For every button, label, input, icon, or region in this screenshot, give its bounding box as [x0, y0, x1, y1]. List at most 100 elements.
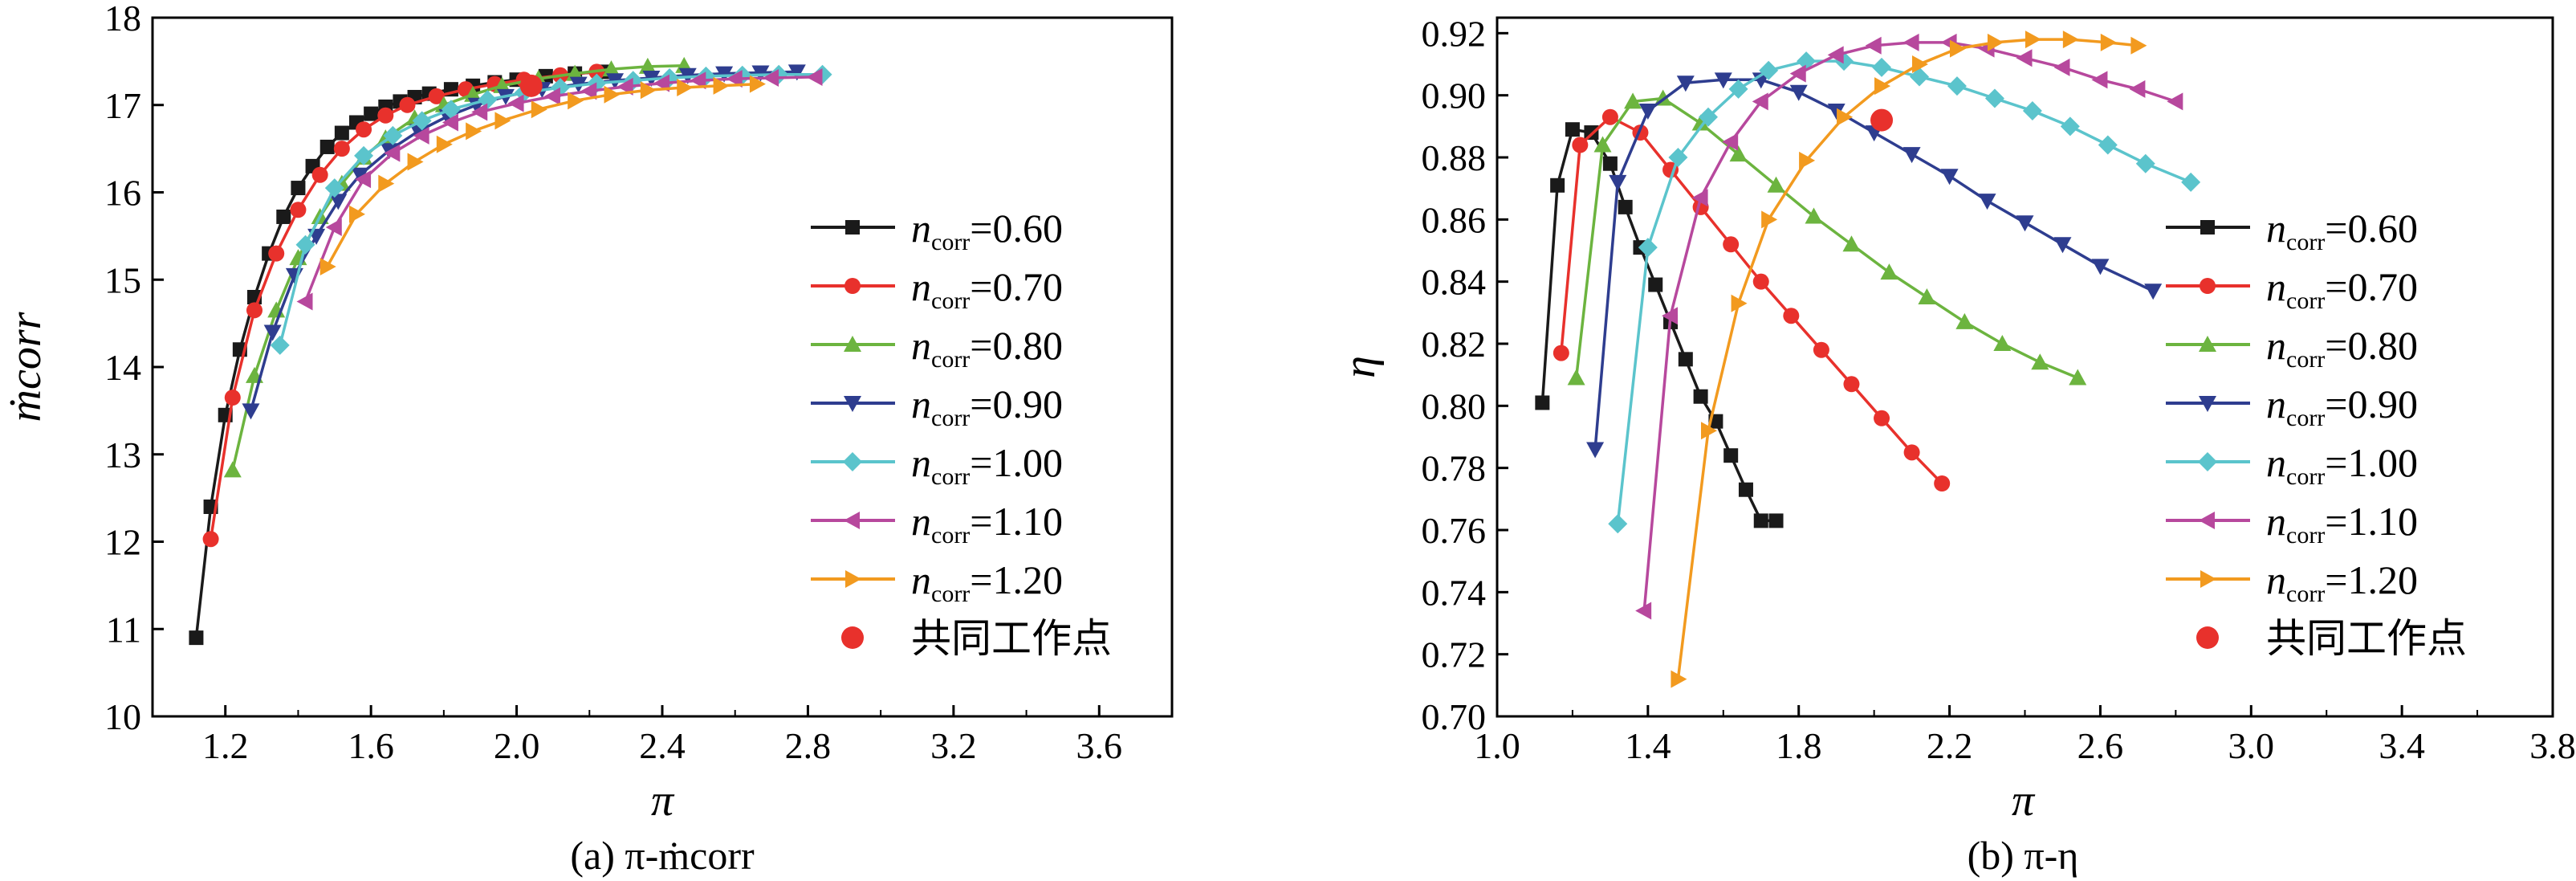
panel-b-legend-item: ncorr=0.90 — [2166, 381, 2418, 431]
panel-b-data-point — [1767, 176, 1785, 193]
panel-b-data-point — [1565, 122, 1580, 137]
panel-a-x-tick-label: 2.4 — [639, 725, 686, 766]
panel-b-data-point — [1624, 92, 1642, 109]
panel-a-series-3 — [242, 64, 806, 420]
panel-b-data-point — [2022, 101, 2042, 120]
panel-a-data-point — [543, 87, 560, 105]
panel-a-data-point — [296, 292, 313, 311]
panel-b-data-point — [1940, 169, 1959, 186]
panel-a-data-point — [354, 145, 374, 165]
panel-a-legend-label: ncorr=0.70 — [911, 264, 1063, 314]
panel-b-series-line — [1642, 41, 2176, 611]
panel-a-series-line — [249, 70, 797, 411]
panel-b-data-point — [1934, 475, 1951, 491]
panel-b-legend-label: ncorr=0.90 — [2266, 381, 2418, 431]
panel-b-data-point — [1978, 194, 1996, 210]
panel-a-y-tick-label: 15 — [104, 259, 141, 300]
panel-a-data-point — [355, 170, 372, 189]
panel-b-data-point — [1729, 145, 1748, 162]
panel-b-y-tick-label: 0.82 — [1422, 324, 1487, 365]
panel-b-data-point — [1723, 448, 1739, 463]
panel-b-data-point — [1789, 84, 1808, 101]
panel-a-data-point — [441, 100, 461, 120]
panel-a-y-tick-label: 13 — [104, 434, 141, 475]
panel-b-y-tick-label: 0.80 — [1422, 385, 1487, 426]
panel-b-y-tick-label: 0.88 — [1422, 137, 1487, 178]
panel-a-x-tick-label: 3.6 — [1076, 725, 1123, 766]
panel-a-data-point — [290, 202, 307, 218]
panel-b-data-point — [1987, 33, 2004, 51]
panel-a-data-point — [333, 141, 350, 157]
panel-b-legend-item: 共同工作点 — [2196, 615, 2467, 662]
panel-b-series-line — [1676, 38, 2139, 679]
panel-a-series-7 — [519, 74, 543, 97]
panel-b-data-point — [2062, 31, 2079, 49]
panel-b-data-point — [1601, 108, 1618, 125]
panel-a-data-point — [604, 85, 621, 104]
panel-b-data-point — [2016, 215, 2034, 232]
panel-a-data-point — [436, 135, 453, 153]
panel-a-data-point — [471, 103, 488, 121]
panel-a-data-point — [364, 106, 379, 121]
panel-b-series-2 — [1567, 89, 2087, 385]
panel-b-data-point — [1602, 156, 1618, 171]
panel-b-data-point — [1902, 33, 1919, 51]
panel-b-caption: (b) π-η — [1968, 833, 2079, 878]
panel-b-data-point — [2053, 58, 2070, 76]
panel-b-data-point — [1638, 238, 1658, 258]
panel-b-data-point — [2167, 92, 2183, 111]
panel-a-data-point — [713, 76, 730, 95]
panel-b-legend-item: ncorr=1.20 — [2166, 557, 2418, 607]
panel-a-data-point — [413, 126, 429, 145]
panel-b-data-point — [1837, 108, 1854, 126]
panel-a-data-point — [351, 167, 369, 184]
panel-a-data-point — [568, 92, 584, 110]
panel-b-data-point — [1955, 312, 1974, 329]
panel-a-data-point — [378, 174, 395, 193]
panel-a-y-tick-label: 18 — [104, 0, 141, 39]
panel-a-legend-marker — [843, 452, 862, 471]
panel-a-legend-marker — [841, 626, 864, 649]
panel-a-data-point — [428, 88, 445, 104]
panel-b-data-point — [1870, 108, 1894, 132]
panel-b-x-tick-label: 2.6 — [2077, 725, 2124, 766]
panel-b-data-point — [1768, 513, 1784, 528]
panel-b-legend-label: ncorr=1.10 — [2266, 499, 2418, 549]
panel-a-data-point — [806, 67, 823, 86]
panel-a-data-point — [276, 209, 291, 224]
panel-b-data-point — [1550, 177, 1565, 193]
panel-b-data-point — [1691, 189, 1708, 207]
panel-a-data-point — [407, 153, 424, 171]
panel-a-legend-item: ncorr=1.10 — [811, 499, 1063, 549]
panel-a-data-point — [464, 85, 482, 102]
panel-a-data-point — [383, 125, 403, 145]
panel-b-series-line — [1560, 115, 1943, 485]
panel-b-x-tick-label: 2.2 — [1927, 725, 1973, 766]
panel-b-data-point — [1842, 235, 1861, 252]
panel-b: 1.0 1.4 1.8 2.2 2.6 3.0 3.4 3.8 0.700.720.740.7… — [1335, 13, 2576, 878]
panel-a-data-point — [494, 112, 511, 130]
panel-b-data-point — [1553, 345, 1569, 361]
panel-b-series-6 — [1671, 31, 2147, 688]
panel-a-data-point — [377, 107, 394, 124]
panel-a-legend-item: 共同工作点 — [841, 615, 1112, 662]
panel-b-legend-marker — [2200, 278, 2216, 294]
panel-b-data-point — [1783, 308, 1800, 324]
panel-a-data-point — [349, 205, 365, 223]
panel-b-data-point — [1728, 79, 1748, 99]
panel-a-data-point — [787, 64, 806, 81]
panel-b-data-point — [1693, 389, 1708, 404]
panel-b-legend-marker — [2199, 512, 2215, 529]
panel-b-legend-marker — [2200, 220, 2215, 235]
panel-b-legend-marker — [2198, 452, 2217, 471]
panel-a-data-point — [690, 71, 706, 90]
panel-b-y-axis-label: η — [1335, 356, 1385, 378]
panel-b-data-point — [1567, 369, 1585, 385]
panel-b-data-point — [1874, 77, 1891, 96]
panel-a-data-point — [399, 96, 416, 113]
panel-b-x-tick-label: 1.4 — [1625, 725, 1671, 766]
panel-a-data-point — [412, 111, 432, 131]
panel-b-data-point — [1701, 422, 1717, 440]
panel-a-x-ticks: 1.2 1.6 2.0 2.4 2.8 3.2 3.6 — [202, 705, 1122, 766]
